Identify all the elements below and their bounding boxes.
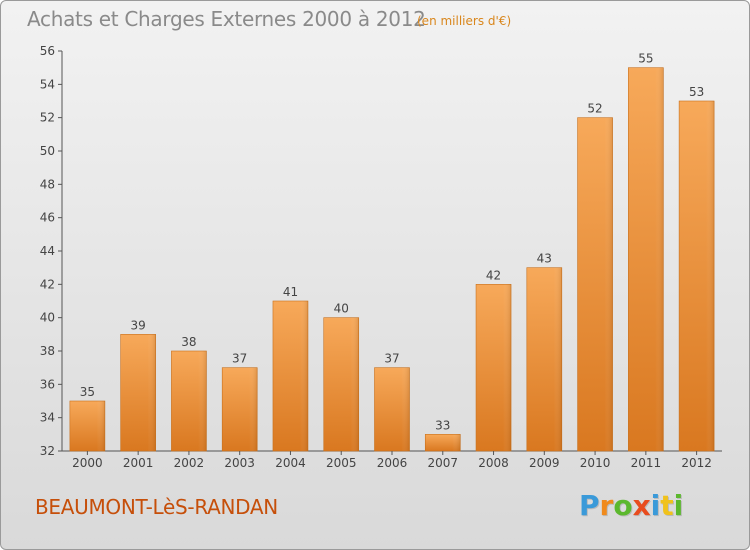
bar-value-label: 52 xyxy=(587,102,602,116)
bar-shade xyxy=(198,351,207,451)
bar-shade xyxy=(299,301,308,451)
y-tick-label: 46 xyxy=(40,211,55,225)
bar-shade xyxy=(401,367,410,451)
x-tick-label: 2007 xyxy=(427,456,458,470)
x-tick-label: 2009 xyxy=(529,456,560,470)
x-tick-label: 2005 xyxy=(326,456,357,470)
x-tick-label: 2008 xyxy=(478,456,509,470)
bar-shade xyxy=(96,401,105,451)
x-tick-label: 2000 xyxy=(72,456,103,470)
bar-value-label: 53 xyxy=(689,85,704,99)
x-tick-label: 2010 xyxy=(580,456,611,470)
plot-area: 32 34 36 38 40 42 44 46 48 50 52 54 56 35 2000 39 2001 38… xyxy=(40,44,722,470)
x-tick-label: 2006 xyxy=(377,456,408,470)
bar-value-label: 33 xyxy=(435,418,450,432)
logo-letter: x xyxy=(632,489,651,522)
x-tick-label: 2012 xyxy=(681,456,712,470)
y-tick-label: 54 xyxy=(40,77,55,91)
bar-value-label: 43 xyxy=(537,252,552,266)
y-tick-label: 56 xyxy=(40,44,55,58)
logo-letter: P xyxy=(579,489,600,522)
bar-value-label: 42 xyxy=(486,268,501,282)
y-tick-label: 44 xyxy=(40,244,55,258)
y-tick-label: 36 xyxy=(40,377,55,391)
y-tick-label: 50 xyxy=(40,144,55,158)
logo-letter: i xyxy=(650,489,661,522)
proxiti-logo: Proxiti xyxy=(579,489,683,522)
bar-value-label: 40 xyxy=(334,302,349,316)
bar-shade xyxy=(604,117,613,452)
logo-letter: t xyxy=(660,489,674,522)
y-tick-label: 48 xyxy=(40,177,55,191)
logo-letter: r xyxy=(599,489,614,522)
x-tick-label: 2001 xyxy=(123,456,154,470)
y-tick-label: 52 xyxy=(40,111,55,125)
bar-shade xyxy=(249,367,258,451)
bar-shade xyxy=(503,284,512,451)
y-tick-label: 42 xyxy=(40,277,55,291)
chart-title: Achats et Charges Externes 2000 à 2012 xyxy=(27,7,426,31)
bar-value-label: 41 xyxy=(283,285,298,299)
chart-subtitle: (en milliers d'€) xyxy=(417,14,512,28)
logo-letter: i xyxy=(673,489,684,522)
bar-shade xyxy=(655,67,664,452)
x-tick-label: 2004 xyxy=(275,456,306,470)
bar-value-label: 55 xyxy=(638,52,653,66)
bar-value-label: 37 xyxy=(232,352,247,366)
x-tick-label: 2011 xyxy=(631,456,662,470)
x-tick-label: 2003 xyxy=(224,456,255,470)
bar-shade xyxy=(350,317,359,451)
bar-value-label: 35 xyxy=(80,385,95,399)
y-tick-label: 40 xyxy=(40,311,55,325)
bar-shade xyxy=(706,101,715,451)
commune-name: BEAUMONT-LèS-RANDAN xyxy=(35,495,278,519)
bar-value-label: 38 xyxy=(181,335,196,349)
y-tick-label: 32 xyxy=(40,444,55,458)
bar-shade xyxy=(452,434,461,451)
bar-shade xyxy=(553,267,562,451)
bar-value-label: 39 xyxy=(131,318,146,332)
bar-value-label: 37 xyxy=(384,352,399,366)
y-tick-label: 38 xyxy=(40,344,55,358)
x-tick-label: 2002 xyxy=(174,456,205,470)
bar-shade xyxy=(147,334,156,451)
y-tick-label: 34 xyxy=(40,411,55,425)
logo-letter: o xyxy=(613,489,633,522)
